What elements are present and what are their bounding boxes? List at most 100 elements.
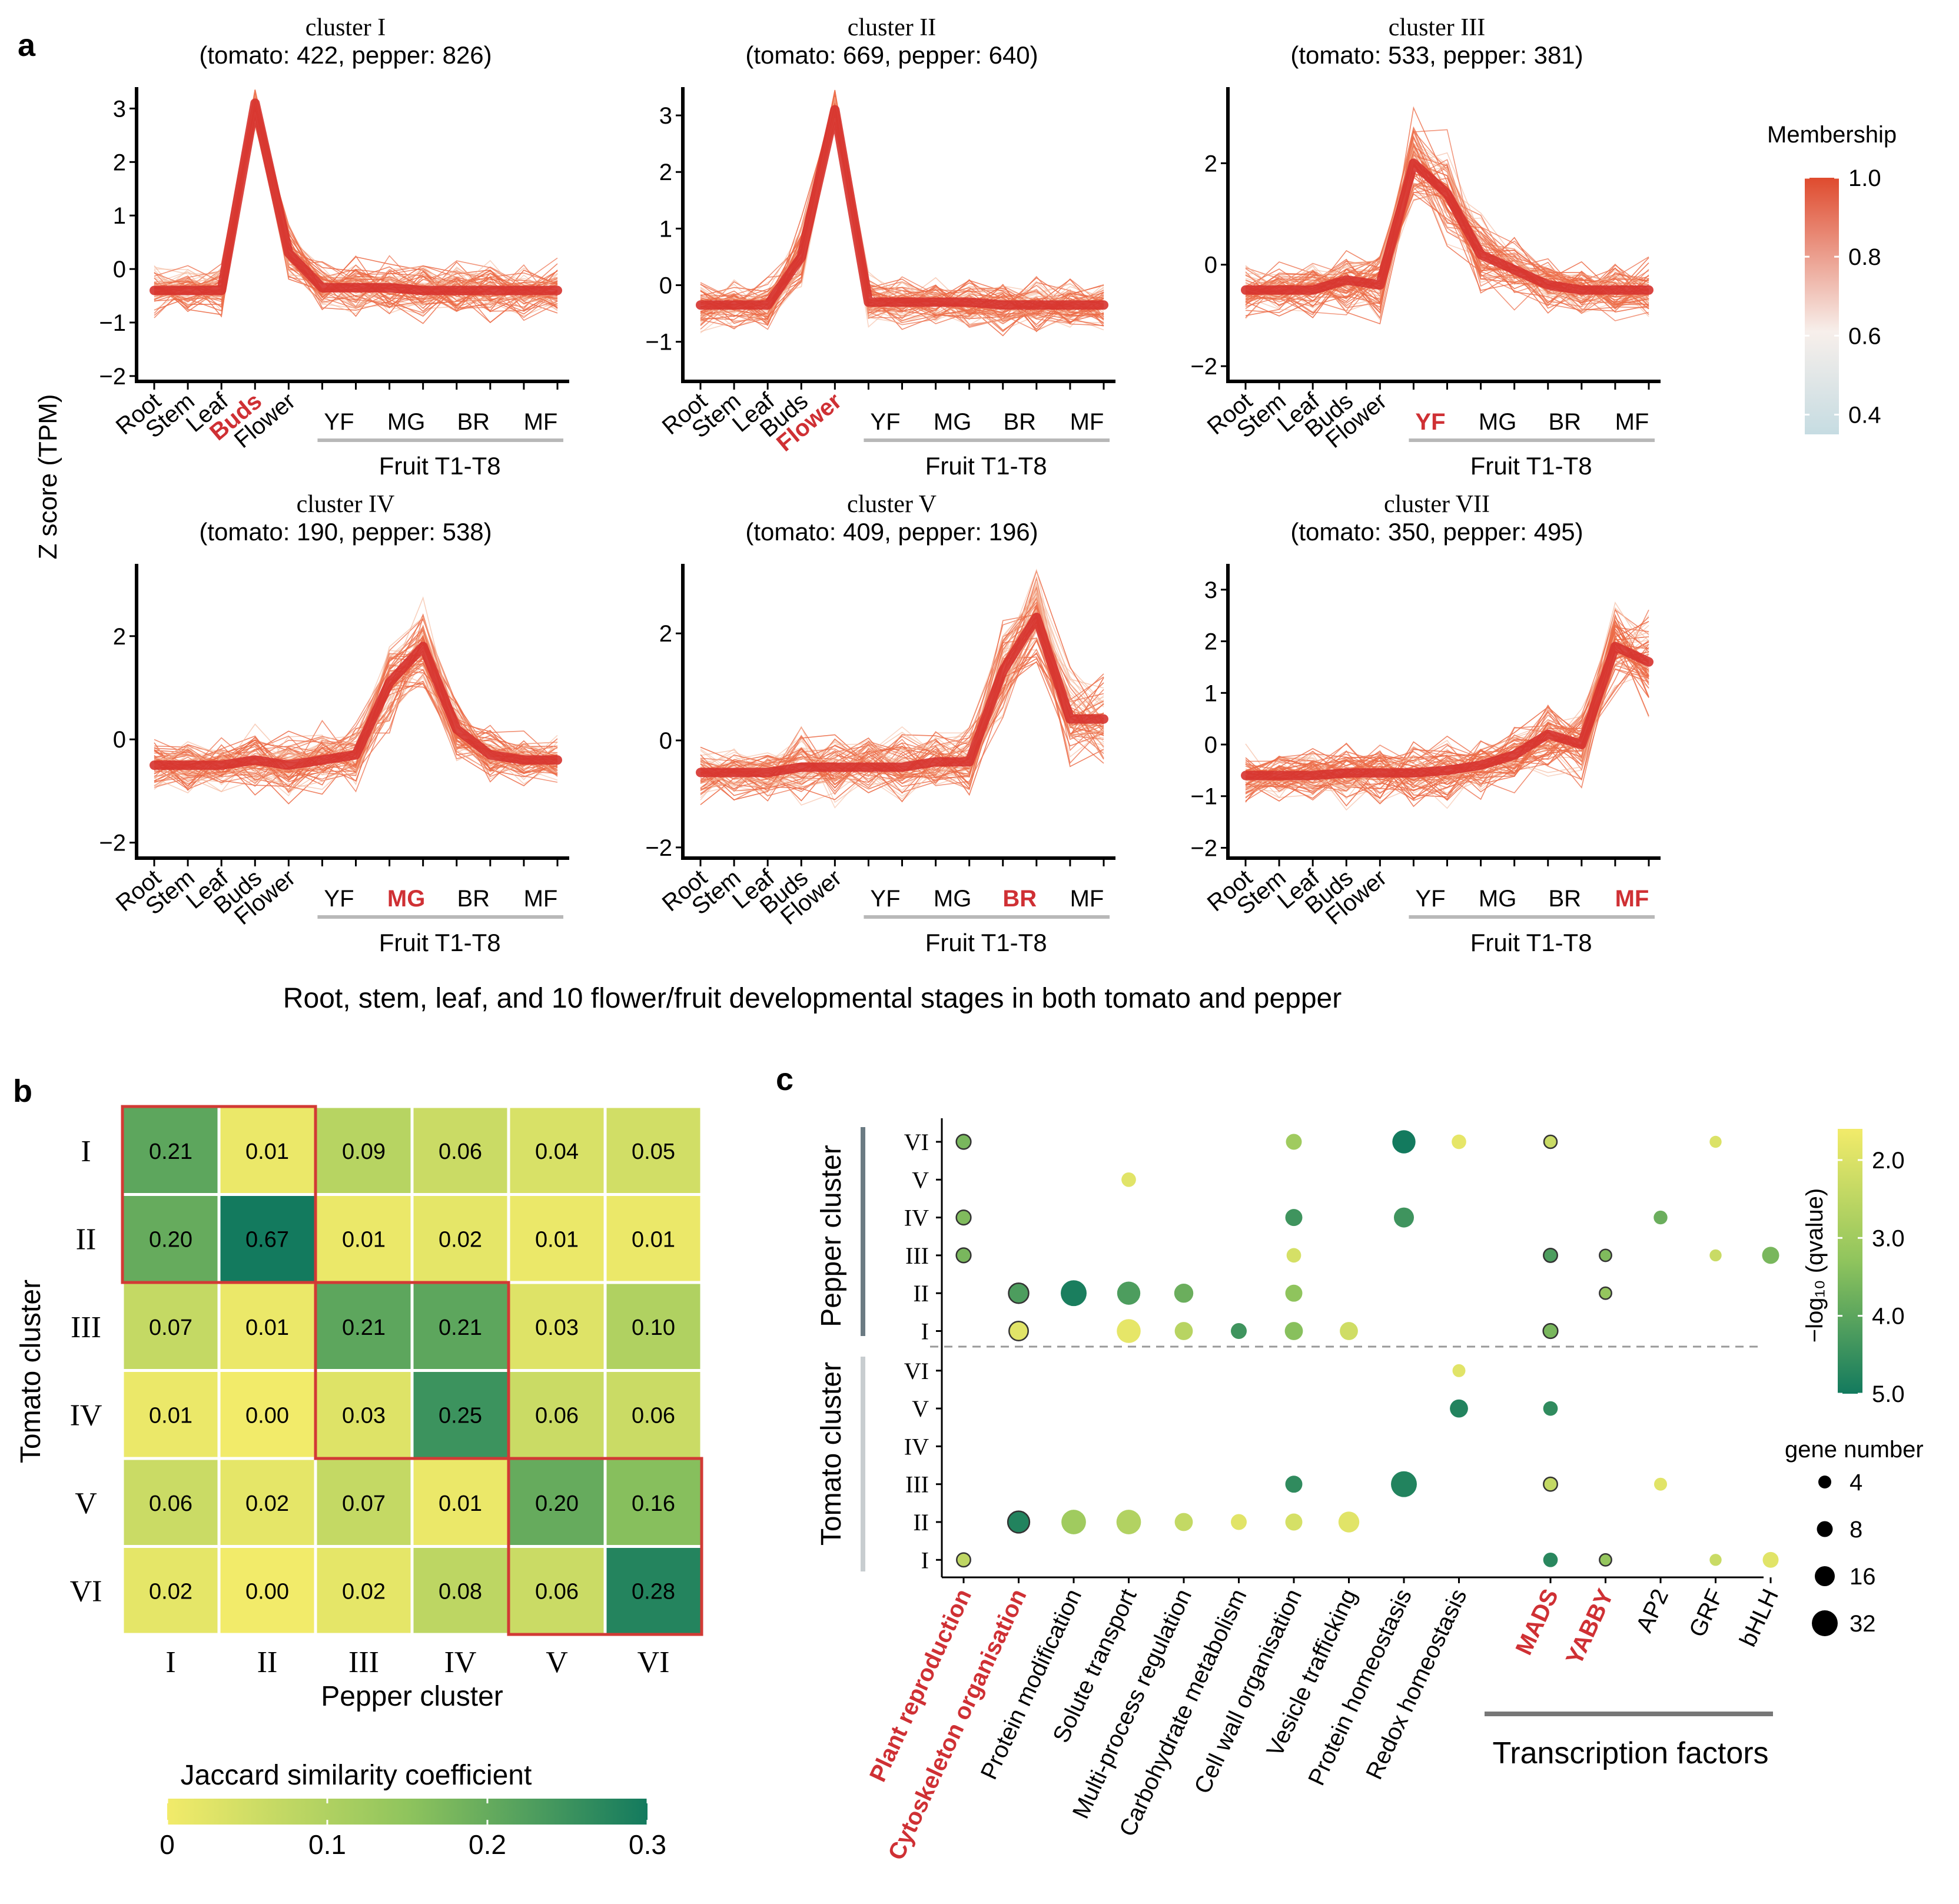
heatmap-cell-value: 0.08 xyxy=(439,1579,482,1604)
gene-profile-line xyxy=(1245,155,1649,309)
dot-point xyxy=(1284,1322,1303,1340)
dot-point xyxy=(1762,1551,1779,1568)
qvalue-colorbar xyxy=(1838,1129,1862,1394)
gene-profile-line xyxy=(1245,147,1649,311)
dot-category-label: MADS xyxy=(1511,1585,1564,1659)
heatmap-cell-value: 0.00 xyxy=(245,1403,289,1428)
dot-point xyxy=(1391,1471,1417,1497)
dot-point xyxy=(1285,1513,1303,1531)
fruit-stage-label: MG xyxy=(934,886,971,912)
tomato-cluster-label: VI xyxy=(70,1574,102,1608)
panel-b-heatmap: b0.21 0.01 0.09 0.06 0.04 0.050.20 0.67 0.01 0.0… xyxy=(13,1074,703,1860)
gene-profile-line xyxy=(700,105,1104,323)
heatmap-cell xyxy=(121,1545,221,1636)
heatmap-cell xyxy=(603,1369,703,1460)
fruit-range-label: Fruit T1-T8 xyxy=(379,452,501,480)
dot-category-label: Protein modification xyxy=(976,1585,1087,1783)
gene-profile-line xyxy=(700,109,1104,321)
gene-profile-line xyxy=(700,99,1104,319)
centroid-line xyxy=(1241,642,1653,780)
size-legend-label: 16 xyxy=(1850,1564,1876,1590)
diagonal-block-frame xyxy=(314,1281,510,1460)
dot-category-label: GRF xyxy=(1684,1585,1729,1641)
y-tick-label: 2 xyxy=(113,624,126,650)
y-tick-label: 1 xyxy=(113,203,126,229)
heatmap-cell xyxy=(121,1457,221,1548)
gene-profile-line xyxy=(700,98,1104,320)
dot-row-label: II xyxy=(913,1280,929,1307)
pepper-cluster-group-label: Pepper cluster xyxy=(816,1145,847,1327)
y-tick-label: 0 xyxy=(659,273,672,299)
gene-lines xyxy=(154,596,558,805)
tomato-cluster-label: I xyxy=(81,1135,91,1168)
dot-point xyxy=(1340,1322,1358,1340)
heatmap-cell xyxy=(410,1281,510,1372)
gene-profile-line xyxy=(154,640,558,773)
dot-point xyxy=(1285,1284,1303,1302)
jaccard-tick-label: 0.2 xyxy=(469,1829,506,1860)
gene-profile-line xyxy=(154,646,558,775)
tomato-cluster-label: V xyxy=(75,1487,97,1520)
dot-point xyxy=(1599,1286,1612,1300)
membership-colorbar xyxy=(1805,178,1839,434)
fruit-range-label: Fruit T1-T8 xyxy=(379,929,501,956)
y-tick-label: −2 xyxy=(645,835,672,861)
heatmap-cell-value: 0.28 xyxy=(632,1579,675,1604)
dot-point xyxy=(1542,1323,1559,1340)
heatmap-cell-value: 0.20 xyxy=(149,1227,192,1252)
gene-profile-line xyxy=(700,122,1104,320)
y-tick-label: 2 xyxy=(113,149,126,175)
y-tick-label: 3 xyxy=(659,103,672,129)
qvalue-tick-label: 5.0 xyxy=(1872,1381,1905,1407)
size-legend-label: 32 xyxy=(1850,1611,1876,1637)
gene-profile-line xyxy=(1245,145,1649,300)
gene-profile-line xyxy=(700,111,1104,325)
heatmap-cell-value: 0.67 xyxy=(245,1227,289,1252)
fruit-stage-label: YF xyxy=(324,409,354,435)
gene-profile-line xyxy=(700,116,1104,321)
y-tick-label: −1 xyxy=(645,330,672,355)
heatmap-cell xyxy=(217,1193,317,1284)
y-tick-label: 2 xyxy=(1204,629,1217,655)
dot-point xyxy=(1762,1247,1779,1264)
dot-point xyxy=(1174,1283,1194,1303)
dot-point xyxy=(1008,1321,1029,1341)
fruit-stage-label: MF xyxy=(524,886,558,912)
gene-profile-line xyxy=(1245,646,1649,802)
gene-profile-line xyxy=(1245,152,1649,315)
jaccard-tick-label: 0.3 xyxy=(629,1829,666,1860)
dot-point xyxy=(1599,1553,1612,1567)
dot-point xyxy=(1654,1477,1667,1491)
fruit-stage-label: YF xyxy=(324,886,354,912)
heatmap-cell xyxy=(507,1281,607,1372)
gene-profile-line xyxy=(700,604,1104,803)
x-axis-label-a: Root, stem, leaf, and 10 flower/fruit de… xyxy=(283,983,1342,1014)
heatmap-cell-value: 0.25 xyxy=(439,1403,482,1428)
dot-point xyxy=(1061,1510,1086,1534)
dot-point xyxy=(1008,1282,1030,1304)
dot-point xyxy=(1543,1476,1558,1492)
gene-profile-line xyxy=(1245,652,1649,786)
y-tick-label: −2 xyxy=(99,364,126,390)
heatmap-cell-value: 0.01 xyxy=(439,1491,482,1516)
gene-profile-line xyxy=(700,91,1104,324)
gene-profile-line xyxy=(700,652,1104,786)
dot-point xyxy=(1117,1319,1141,1343)
gene-profile-line xyxy=(154,596,558,794)
panel-letter-b: b xyxy=(13,1074,32,1109)
fruit-stage-label: MG xyxy=(387,886,425,912)
y-tick-label: −1 xyxy=(1190,784,1217,810)
facet-title: cluster III xyxy=(1389,14,1485,41)
dot-point xyxy=(1543,1552,1558,1567)
fruit-stage-label: BR xyxy=(1004,409,1037,435)
gene-profile-line xyxy=(1245,141,1649,314)
facet-counts: (tomato: 422, pepper: 826) xyxy=(199,41,492,69)
dot-row-label: VI xyxy=(904,1129,929,1155)
heatmap-cell-value: 0.21 xyxy=(342,1315,386,1340)
dot-point xyxy=(1394,1207,1414,1228)
heatmap-cell xyxy=(410,1545,510,1636)
gene-profile-line xyxy=(1245,613,1649,789)
dot-point xyxy=(1450,1399,1468,1418)
dot-point xyxy=(1543,1134,1558,1149)
